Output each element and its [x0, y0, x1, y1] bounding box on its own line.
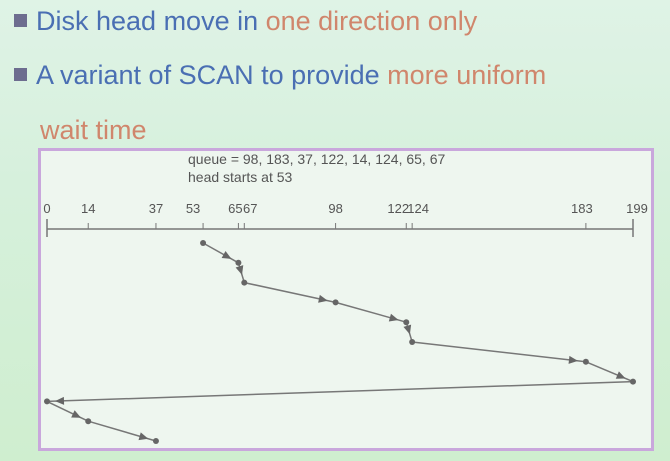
path-arrowhead [568, 355, 578, 364]
path-segment [412, 341, 586, 363]
cscan-diagram-svg: queue = 98, 183, 37, 122, 14, 124, 65, 6… [43, 151, 648, 444]
axis-tick-label: 67 [243, 201, 257, 216]
axis-tick-label: 183 [571, 201, 593, 216]
path-point [630, 378, 636, 385]
bullet-square-icon [14, 68, 27, 82]
bullet-2: A variant of SCAN to provide more unifor… [14, 60, 546, 91]
path-point [403, 319, 410, 326]
path-arrowhead [615, 371, 626, 379]
axis-tick-label: 37 [149, 201, 163, 216]
path-segment [46, 380, 634, 403]
path-arrowhead [221, 251, 232, 259]
queue-label: queue = 98, 183, 37, 122, 14, 124, 65, 6… [188, 151, 445, 167]
cscan-diagram: queue = 98, 183, 37, 122, 14, 124, 65, 6… [38, 148, 654, 451]
bullet-2-continuation: wait time [40, 115, 147, 145]
path-point [241, 279, 248, 286]
path-point [235, 259, 242, 266]
path-point [409, 339, 416, 345]
bullet-square-icon [14, 14, 27, 28]
bullet-2-highlight: more uniform [387, 60, 547, 90]
axis-tick-label: 122 [387, 201, 409, 216]
bullet-1-text: Disk head move in [36, 6, 266, 36]
axis-tick-label: 14 [81, 201, 95, 216]
axis-tick-label: 199 [626, 201, 648, 216]
path-point [582, 358, 589, 365]
path-point [44, 398, 50, 405]
path-point [332, 299, 339, 306]
axis-tick-label: 53 [186, 201, 200, 216]
path-point [200, 240, 207, 246]
axis-tick-label: 124 [407, 201, 429, 216]
head-path [44, 240, 636, 444]
bullet-1: Disk head move in one direction only [14, 6, 477, 37]
path-arrowhead [71, 410, 82, 418]
axis-tick-label: 65 [228, 201, 242, 216]
path-arrowhead [388, 313, 399, 322]
axis-tick-label: 98 [328, 201, 342, 216]
bullet-2-text: A variant of SCAN to provide [36, 60, 388, 90]
path-segment [585, 361, 634, 383]
path-point [152, 438, 159, 444]
path-arrowhead [403, 324, 412, 335]
path-arrowhead [54, 396, 65, 405]
path-arrowhead [235, 265, 244, 275]
path-arrowhead [138, 432, 149, 441]
axis-tick-label: 0 [43, 201, 50, 216]
path-arrowhead [318, 294, 328, 303]
path-point [85, 418, 92, 425]
head-start-label: head starts at 53 [188, 169, 293, 185]
path-segment [46, 400, 89, 422]
bullet-1-highlight: one direction only [265, 6, 478, 36]
path-segment [202, 242, 239, 264]
